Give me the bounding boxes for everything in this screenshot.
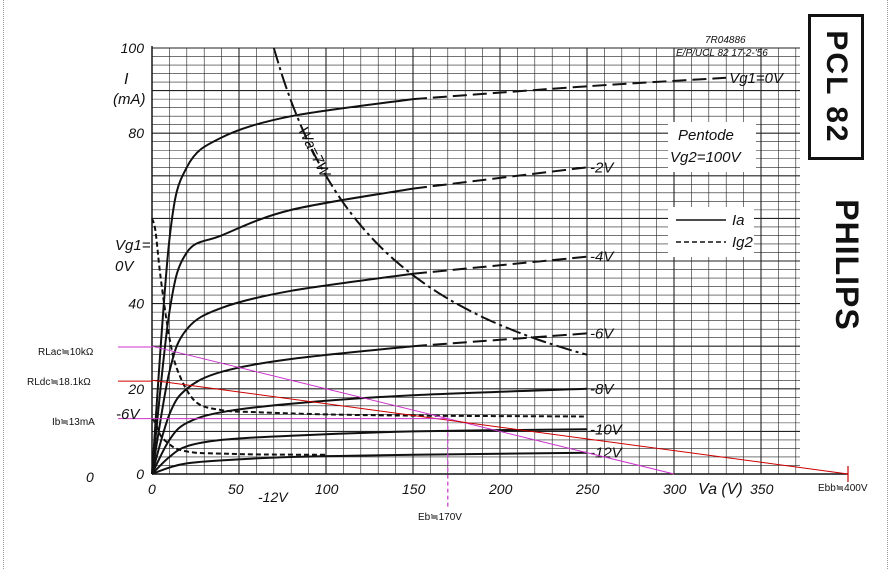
x-tick-label: 150 (402, 481, 426, 497)
series-label: -12V (590, 445, 624, 462)
ia-curve (151, 428, 588, 475)
y-tick-label: 20 (127, 381, 144, 397)
ia-curve-solid (151, 345, 414, 475)
eb-label: Eb≒170V (418, 512, 462, 523)
annotation-ib: Ib≒13mA (52, 417, 95, 428)
y-tick-label: 100 (121, 40, 145, 56)
y-bottom-label: 0 (86, 469, 94, 485)
y-tick-label: 40 (128, 296, 144, 312)
series-label: Vg1=0V (729, 70, 785, 87)
load-line-layer (118, 345, 849, 508)
vg2-label: Vg2=100V (670, 149, 742, 166)
power-layer (272, 47, 588, 356)
x-tick-label: 200 (488, 481, 513, 497)
ia-curve-solid (151, 272, 414, 475)
legend-label-ig2: Ig2 (732, 234, 754, 251)
left-border (3, 0, 4, 569)
series-label: -2V (590, 159, 615, 176)
x-tick-label: 100 (315, 481, 339, 497)
legend-label-ia: Ia (732, 212, 745, 229)
y-tick-label: 0 (136, 466, 144, 482)
x-axis-title: Va (V) (698, 481, 743, 498)
y-axis-title: I (124, 71, 129, 88)
ig2-layer (151, 218, 588, 456)
ebb-label: Ebb≒400V (818, 483, 868, 494)
x-tick-label: 50 (228, 481, 244, 497)
vg1-bottom-label: -12V (258, 489, 289, 505)
series-label: -10V (590, 421, 624, 438)
y-axis-unit: (mA) (113, 91, 146, 108)
right-border (887, 0, 888, 569)
legend: Ia Ig2 (668, 207, 754, 257)
tube-type-label: PCL 82 (820, 30, 853, 144)
vg1-low-label: -6V (116, 406, 141, 423)
doc-ref: E/P/UCL 82 17-2-'56 (676, 48, 768, 59)
x-tick-label: 250 (575, 481, 600, 497)
mode-label: Pentode (678, 127, 734, 144)
x-tick-label: 300 (663, 481, 687, 497)
ia-curve-dashed (412, 255, 588, 275)
ia-curve-solid (151, 187, 414, 475)
annotation-rlac: RLac≒10kΩ (38, 347, 94, 358)
vg1-axis-label: Vg1= (115, 237, 151, 254)
ia-curve (151, 451, 588, 475)
ia-curve-dashed (412, 332, 588, 348)
power-dissipation-curve (272, 47, 588, 356)
grid (151, 46, 848, 475)
ig2-curve (151, 417, 327, 456)
vg1-axis-value: 0V (115, 258, 135, 275)
series-label: -8V (590, 381, 615, 398)
ia-curve-dashed (412, 166, 588, 190)
ia-curve (151, 387, 588, 475)
load-line (151, 345, 675, 475)
y-tick-label: 80 (128, 125, 144, 141)
brand-logo: PHILIPS (828, 185, 866, 345)
x-tick-label: 0 (148, 481, 156, 497)
annotation-rldc: RLdc≒18.1kΩ (27, 377, 91, 388)
series-label: -4V (590, 249, 615, 266)
doc-code: 7R04886 (705, 35, 746, 46)
ig2-curve (151, 218, 588, 418)
series-layer: Vg1=0V -2V -4V -6V -8V -10V -12V (151, 70, 785, 475)
load-line (151, 379, 849, 475)
info-box: Pentode Vg2=100V (668, 122, 756, 172)
series-label: -6V (590, 325, 615, 342)
tube-type-box: PCL 82 (808, 14, 864, 160)
x-tick-label: 350 (750, 481, 774, 497)
ia-curve-solid (151, 98, 414, 475)
brand-label: PHILIPS (829, 199, 866, 331)
